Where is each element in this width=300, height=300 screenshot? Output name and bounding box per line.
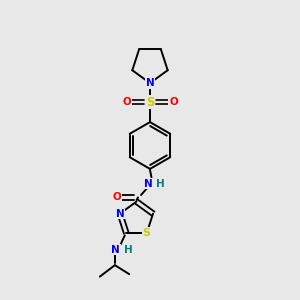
- Text: S: S: [143, 228, 151, 238]
- Text: N: N: [116, 208, 124, 219]
- Text: O: O: [122, 97, 131, 107]
- Text: N: N: [146, 78, 154, 88]
- Text: N: N: [143, 178, 152, 189]
- Text: S: S: [146, 95, 154, 109]
- Text: O: O: [112, 192, 121, 203]
- Text: N: N: [111, 244, 120, 255]
- Text: H: H: [155, 178, 164, 189]
- Text: H: H: [124, 244, 133, 255]
- Text: O: O: [169, 97, 178, 107]
